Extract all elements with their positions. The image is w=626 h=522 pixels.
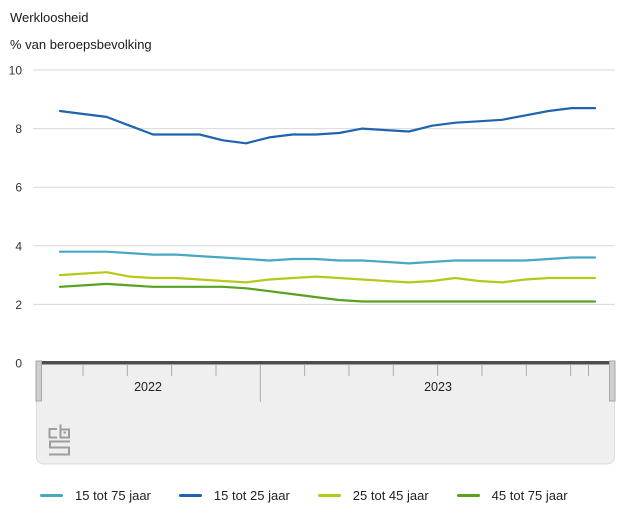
- series-line-0[interactable]: [58, 250, 597, 265]
- legend-swatch-15-75-icon: [40, 494, 63, 497]
- slider-handle-right[interactable]: [609, 360, 616, 402]
- legend-swatch-45-75-icon: [456, 494, 480, 497]
- legend-swatch-25-45-icon: [317, 494, 341, 497]
- legend-label-15-25: 15 tot 25 jaar: [213, 488, 290, 503]
- legend-item-15-75[interactable]: 15 tot 75 jaar: [40, 488, 151, 503]
- chart-svg: 0 2 4 6 8 10 2022 2023: [9, 64, 616, 465]
- legend-item-25-45[interactable]: 25 tot 45 jaar: [317, 488, 429, 503]
- legend: 15 tot 75 jaar 15 tot 25 jaar 25 tot 45 …: [40, 488, 568, 503]
- slider-handle-left[interactable]: [35, 360, 42, 402]
- y-axis-label-6: 6: [15, 181, 22, 195]
- y-axis-label-4: 4: [15, 239, 22, 253]
- legend-label-15-75: 15 tot 75 jaar: [75, 488, 151, 503]
- legend-item-45-75[interactable]: 45 tot 75 jaar: [456, 488, 568, 503]
- time-slider: [35, 360, 616, 465]
- y-axis-label-8: 8: [15, 122, 22, 136]
- y-axis-label-2: 2: [15, 298, 22, 312]
- x-axis-year-label-2022[interactable]: 2022: [134, 380, 162, 394]
- cbs-logo-c: [48, 428, 57, 439]
- y-axis-label-0: 0: [15, 357, 22, 371]
- chart-subtitle: % van beroepsbevolking: [10, 37, 152, 52]
- series-line-1[interactable]: [58, 106, 597, 145]
- slider-topbar: [36, 361, 615, 365]
- series-line-3[interactable]: [58, 282, 597, 303]
- cbs-logo-s: [49, 440, 70, 456]
- y-axis-label-10: 10: [9, 64, 23, 78]
- chart-title: Werkloosheid: [10, 10, 89, 25]
- cbs-logo-b: [59, 424, 70, 439]
- cbs-logo: [48, 424, 70, 456]
- x-axis-year-label-2023[interactable]: 2023: [424, 380, 452, 394]
- slider-track[interactable]: [36, 361, 615, 465]
- legend-swatch-15-25-icon: [178, 494, 202, 497]
- series-line-2[interactable]: [58, 271, 597, 284]
- legend-label-25-45: 25 tot 45 jaar: [352, 488, 429, 503]
- legend-label-45-75: 45 tot 75 jaar: [491, 488, 568, 503]
- legend-item-15-25[interactable]: 15 tot 25 jaar: [178, 488, 290, 503]
